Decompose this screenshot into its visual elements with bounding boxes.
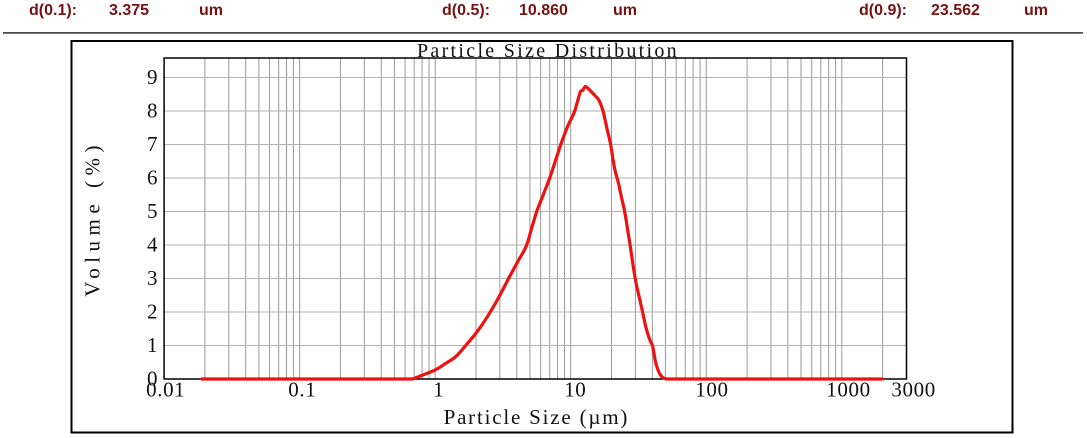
svg-text:0.1: 0.1 [288,378,316,402]
svg-text:3.375: 3.375 [109,2,149,19]
svg-text:1000: 1000 [826,378,870,402]
svg-text:6: 6 [147,166,158,190]
svg-text:Volume (%): Volume (%) [81,140,105,297]
svg-text:1: 1 [147,333,158,357]
svg-text:23.562: 23.562 [931,2,980,19]
svg-text:1: 1 [433,378,444,402]
svg-text:Particle Size Distribution: Particle Size Distribution [417,40,679,62]
svg-text:Particle Size (µm): Particle Size (µm) [444,405,630,429]
svg-text:2: 2 [147,300,158,324]
svg-text:4: 4 [147,233,158,257]
svg-text:d(0.1):: d(0.1): [29,2,77,19]
svg-text:3: 3 [147,266,158,290]
svg-text:10: 10 [564,378,586,402]
svg-text:0: 0 [147,367,158,391]
svg-text:100: 100 [695,378,728,402]
svg-text:um: um [1024,2,1048,19]
svg-text:0.01: 0.01 [146,378,185,402]
svg-text:um: um [199,2,223,19]
svg-text:5: 5 [147,199,158,223]
svg-text:8: 8 [147,99,158,123]
svg-text:9: 9 [147,65,158,89]
svg-text:um: um [613,2,637,19]
svg-text:3000: 3000 [891,378,935,402]
svg-text:7: 7 [147,132,158,156]
svg-text:d(0.5):: d(0.5): [442,2,490,19]
svg-text:10.860: 10.860 [519,2,568,19]
svg-text:d(0.9):: d(0.9): [859,2,907,19]
